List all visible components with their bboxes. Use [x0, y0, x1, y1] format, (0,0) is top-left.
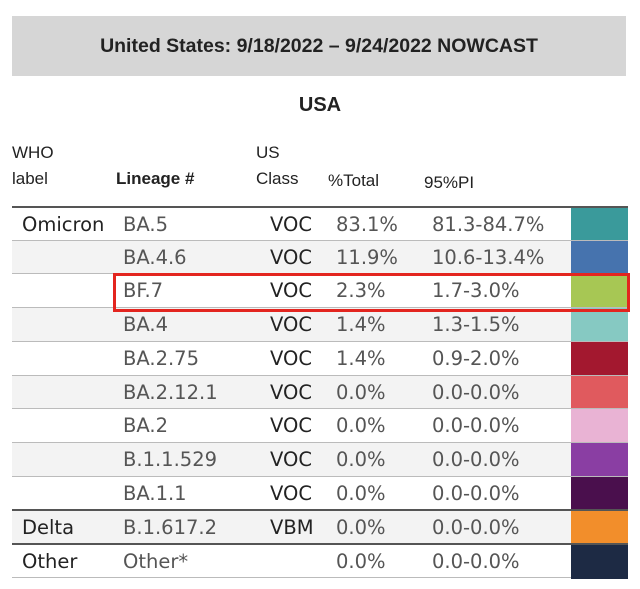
who-label-cell: Omicron [22, 213, 105, 236]
table-row: BA.4 VOC 1.4% 1.3-1.5% [12, 307, 628, 342]
class-header-line1: US [256, 143, 280, 162]
table-row: BA.4.6 VOC 11.9% 10.6-13.4% [12, 239, 628, 275]
lineage-cell: BA.2.12.1 [123, 380, 218, 404]
color-swatch [571, 476, 628, 511]
pct-total-cell: 0.0% [336, 516, 386, 540]
color-swatch [571, 442, 628, 477]
color-swatch [571, 375, 628, 410]
class-cell: VOC [270, 245, 312, 269]
lineage-cell: BA.1.1 [123, 481, 187, 505]
pct-total-cell: 0.0% [336, 447, 386, 471]
pct-total-cell: 0.0% [336, 380, 386, 404]
class-cell: VOC [270, 279, 312, 303]
who-header-line1: WHO [12, 143, 54, 162]
pct-total-cell: 0.0% [336, 550, 386, 573]
color-swatch [571, 240, 628, 275]
table-row: Delta B.1.617.2 VBM 0.0% 0.0-0.0% [12, 509, 628, 545]
class-cell: VOC [270, 380, 312, 404]
lineage-cell: BF.7 [123, 279, 164, 303]
who-label-cell: Delta [22, 516, 75, 540]
pi-cell: 10.6-13.4% [432, 245, 545, 269]
pct-total-cell: 11.9% [336, 245, 398, 269]
class-cell: VBM [270, 516, 314, 540]
lineage-header: Lineage # [116, 169, 195, 188]
lineage-cell: B.1.617.2 [123, 516, 218, 540]
color-swatch [571, 208, 628, 242]
pi-cell: 81.3-84.7% [432, 213, 545, 236]
who-label-cell: Other [22, 550, 78, 573]
color-swatch [571, 274, 628, 309]
table-row: Omicron BA.5 VOC 83.1% 81.3-84.7% [12, 206, 628, 242]
class-cell: VOC [270, 481, 312, 505]
pct-total-cell: 0.0% [336, 481, 386, 505]
color-swatch [571, 409, 628, 443]
pi-header: 95%PI [424, 173, 475, 192]
pi-cell: 0.9-2.0% [432, 346, 520, 370]
lineage-cell: BA.2.75 [123, 346, 199, 370]
pct-total-cell: 83.1% [336, 213, 398, 236]
color-swatch [571, 341, 628, 376]
us-class-header: US Class [256, 140, 299, 192]
table-row: BA.2 VOC 0.0% 0.0-0.0% [12, 408, 628, 443]
who-label-header: WHO label [12, 140, 54, 192]
class-cell: VOC [270, 213, 312, 236]
color-swatch [571, 511, 628, 545]
class-cell: VOC [270, 313, 312, 337]
class-cell: VOC [270, 414, 312, 438]
class-cell: VOC [270, 346, 312, 370]
pi-cell: 0.0-0.0% [432, 380, 520, 404]
lineage-cell: BA.4.6 [123, 245, 187, 269]
class-cell: VOC [270, 447, 312, 471]
lineage-cell: BA.4 [123, 313, 168, 337]
table-bottom-rule [12, 576, 571, 578]
pct-total-cell: 1.4% [336, 346, 386, 370]
table-row: Other Other* 0.0% 0.0-0.0% [12, 543, 628, 579]
pct-total-cell: 1.4% [336, 313, 386, 337]
pi-cell: 1.7-3.0% [432, 279, 520, 303]
highlight-box [113, 273, 630, 312]
lineage-cell: B.1.1.529 [123, 447, 218, 471]
pi-cell: 0.0-0.0% [432, 447, 520, 471]
color-swatch [571, 545, 628, 579]
pct-total-cell: 2.3% [336, 279, 386, 303]
pi-cell: 1.3-1.5% [432, 313, 520, 337]
pct-total-cell: 0.0% [336, 414, 386, 438]
lineage-cell: BA.5 [123, 213, 168, 236]
who-header-line2: label [12, 169, 48, 188]
table-row: BA.1.1 VOC 0.0% 0.0-0.0% [12, 475, 628, 511]
lineage-cell: BA.2 [123, 414, 168, 438]
banner-title: United States: 9/18/2022 – 9/24/2022 NOW… [100, 34, 538, 57]
color-swatch [571, 308, 628, 342]
table-row: BA.2.12.1 VOC 0.0% 0.0-0.0% [12, 374, 628, 410]
table-row: BA.2.75 VOC 1.4% 0.9-2.0% [12, 340, 628, 376]
pi-cell: 0.0-0.0% [432, 550, 520, 573]
class-header-line2: Class [256, 169, 299, 188]
nowcast-banner: United States: 9/18/2022 – 9/24/2022 NOW… [12, 16, 626, 76]
table-row: B.1.1.529 VOC 0.0% 0.0-0.0% [12, 441, 628, 477]
pi-cell: 0.0-0.0% [432, 516, 520, 540]
region-title: USA [298, 94, 342, 116]
pi-cell: 0.0-0.0% [432, 414, 520, 438]
pi-cell: 0.0-0.0% [432, 481, 520, 505]
lineage-cell: Other* [123, 550, 189, 573]
pct-total-header: %Total [328, 171, 380, 190]
